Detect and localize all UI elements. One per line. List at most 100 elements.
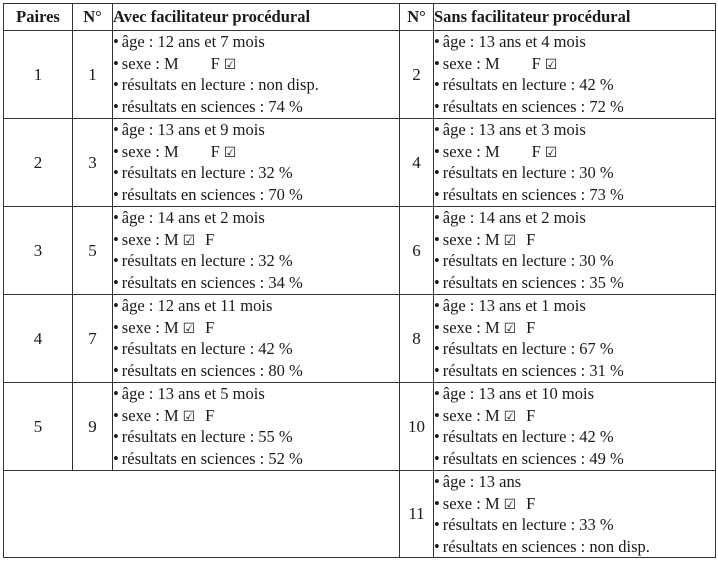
bullet: • [434,317,440,337]
participant-number-right: 10 [399,382,434,471]
sex-line: • sexe : M ☑ F [434,493,715,515]
age-line: • âge : 12 ans et 7 mois [113,31,399,53]
lecture-line: • résultats en lecture : 42 % [434,426,715,448]
lecture-line: • résultats en lecture : 42 % [113,338,399,360]
bullet: • [113,360,119,380]
sex-label: sexe : [121,229,160,249]
checked-box-icon: ☑ [182,408,196,425]
checked-box-icon: ☑ [544,144,558,161]
bullet: • [434,75,440,94]
lecture-line-text: résultats en lecture : 33 % [442,515,614,534]
bullet: • [434,141,440,161]
sex-option-m: M [484,317,500,337]
age-line-text: âge : 13 ans et 4 mois [442,32,586,51]
bullet: • [113,53,119,73]
participant-number-left: 5 [72,206,113,295]
age-line-text: âge : 12 ans et 7 mois [121,32,265,51]
sciences-line-text: résultats en sciences : 35 % [442,272,624,292]
sciences-line-text: résultats en sciences : 73 % [442,184,624,204]
age-line-text: âge : 13 ans et 1 mois [442,296,586,315]
sex-option-f: F [526,317,536,337]
sex-option-m: M [163,141,179,161]
age-line: • âge : 13 ans et 4 mois [434,31,715,53]
table-row: 4 7 • âge : 12 ans et 11 mois • sexe : M ☑ F • ré… [3,294,716,383]
sex-label: sexe : [121,317,160,337]
age-line: • âge : 13 ans et 9 mois [113,119,399,141]
sex-option-m: M [484,53,500,73]
age-line: • âge : 13 ans et 1 mois [434,295,715,317]
header-avec-facilitateur: Avec facilitateur procédural [112,3,400,31]
sex-option-f: F [531,53,541,73]
sex-line: • sexe : M F ☑ [434,141,715,163]
bullet: • [434,184,440,204]
sciences-line: • résultats en sciences : 49 % [434,448,715,470]
lecture-line: • résultats en lecture : non disp. [113,74,399,96]
sex-option-m: M [163,229,179,249]
participant-info: • âge : 14 ans et 2 mois • sexe : M ☑ F • résul… [112,206,400,295]
checked-box-icon: ☑ [182,232,196,249]
sex-option-m: M [163,317,179,337]
sex-label: sexe : [442,317,481,337]
bullet: • [434,427,440,446]
participant-number-left: 3 [72,118,113,207]
header-number-right: N° [399,3,434,31]
sex-label: sexe : [442,493,481,513]
age-line-text: âge : 12 ans et 11 mois [121,296,273,315]
sex-line: • sexe : M ☑ F [434,317,715,339]
participant-info: • âge : 12 ans et 11 mois • sexe : M ☑ F • résu… [112,294,400,383]
bullet: • [434,32,440,51]
bullet: • [113,120,119,139]
bullet: • [434,229,440,249]
sciences-line-text: résultats en sciences : 49 % [442,448,624,468]
bullet: • [434,208,440,227]
sex-option-f: F [205,317,215,337]
age-line: • âge : 13 ans et 5 mois [113,383,399,405]
bullet: • [113,96,119,116]
age-line: • âge : 14 ans et 2 mois [434,207,715,229]
age-line: • âge : 13 ans et 3 mois [434,119,715,141]
sciences-line-text: résultats en sciences : 52 % [121,448,303,468]
bullet: • [113,448,119,468]
lecture-line: • résultats en lecture : 33 % [434,514,715,536]
table-row: 11 • âge : 13 ans • sexe : M ☑ F • résultats en … [3,470,716,558]
participant-number-right: 2 [399,30,434,119]
bullet: • [113,317,119,337]
sciences-line: • résultats en sciences : 35 % [434,272,715,294]
participant-number-right: 4 [399,118,434,207]
sex-option-f: F [210,141,220,161]
age-line: • âge : 12 ans et 11 mois [113,295,399,317]
lecture-line-text: résultats en lecture : 42 % [121,339,293,358]
bullet: • [434,405,440,425]
sciences-line: • résultats en sciences : 80 % [113,360,399,382]
sciences-line-text: résultats en sciences : 31 % [442,360,624,380]
bullet: • [113,296,119,315]
sciences-line: • résultats en sciences : 52 % [113,448,399,470]
bullet: • [434,515,440,534]
sex-label: sexe : [442,405,481,425]
participant-number-right: 8 [399,294,434,383]
pair-number: 1 [3,30,73,119]
sex-line: • sexe : M ☑ F [434,229,715,251]
lecture-line: • résultats en lecture : 30 % [434,250,715,272]
bullet: • [113,339,119,358]
checked-box-icon: ☑ [182,320,196,337]
bullet: • [434,448,440,468]
participants-table: Paires N° Avec facilitateur procédural N… [3,3,716,558]
age-line-text: âge : 13 ans et 9 mois [121,120,265,139]
pair-number: 5 [3,382,73,471]
sciences-line: • résultats en sciences : 74 % [113,96,399,118]
sciences-line-text: résultats en sciences : 74 % [121,96,303,116]
checked-box-icon: ☑ [544,56,558,73]
sex-label: sexe : [121,141,160,161]
header-sans-facilitateur: Sans facilitateur procédural [433,3,716,31]
participant-info: • âge : 12 ans et 7 mois • sexe : M F ☑ • résul… [112,30,400,119]
table-row: 1 1 • âge : 12 ans et 7 mois • sexe : M F ☑ • rés… [3,30,716,119]
sex-option-f: F [205,229,215,249]
participant-number-left: 7 [72,294,113,383]
sex-label: sexe : [121,53,160,73]
lecture-line: • résultats en lecture : 42 % [434,74,715,96]
sex-option-f: F [531,141,541,161]
checked-box-icon: ☑ [223,56,237,73]
sex-option-m: M [484,493,500,513]
sex-option-m: M [163,405,179,425]
